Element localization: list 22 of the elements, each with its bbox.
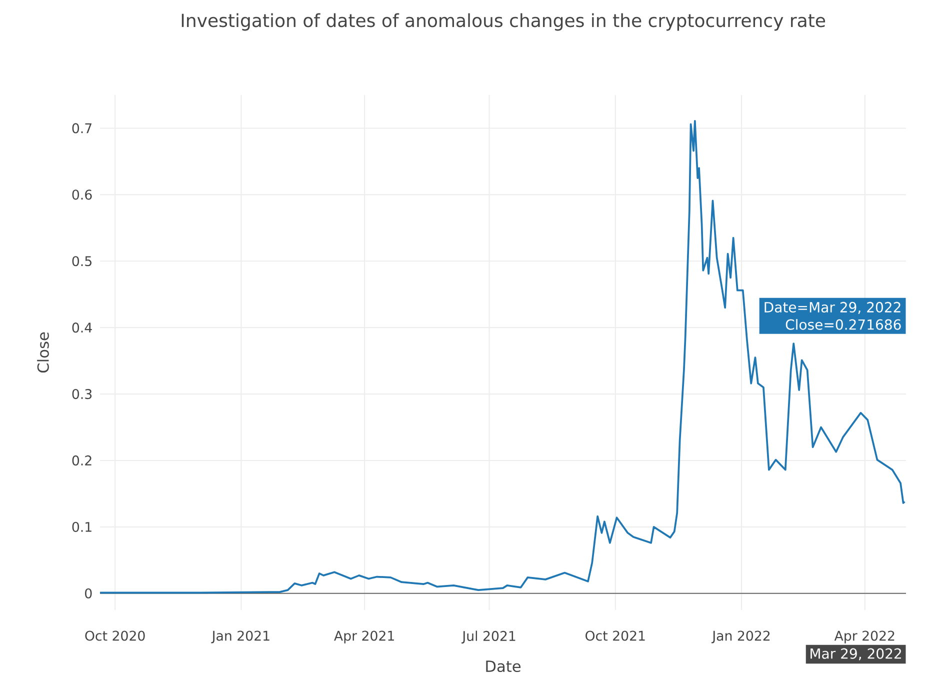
y-tick-label: 0.3 — [72, 388, 92, 400]
x-tick-label: Oct 2021 — [586, 630, 645, 641]
y-tick-label: 0.4 — [72, 322, 92, 333]
annotation: Date=Mar 29, 2022 — [764, 302, 900, 314]
y-tick-label: 0.6 — [72, 190, 92, 200]
x-tick-label: Apr 2022 — [834, 630, 894, 644]
y-tick-label: 0.1 — [72, 522, 92, 532]
line-series — [99, 120, 906, 594]
x-tick-label: Jan 2022 — [711, 630, 770, 644]
y-tick-label: 0.7 — [72, 123, 92, 134]
y-axis-title: Close — [37, 332, 49, 373]
x-tick-label: Apr 2021 — [334, 630, 394, 644]
y-tick-label: 0.5 — [72, 256, 92, 266]
y-tick-label: 0 — [85, 588, 92, 598]
y-tick-label: 0.2 — [72, 455, 92, 466]
x-tick-label: Oct 2020 — [85, 630, 145, 641]
x-tick-label: Jul 2021 — [461, 630, 516, 644]
text: Mar 29, 2022 — [810, 648, 901, 660]
x-tick-label: Jan 2021 — [211, 630, 270, 644]
x-axis-title: Date — [486, 660, 521, 672]
chart-title: Investigation of dates of anomalous changes in the cryptocurrency rate — [182, 13, 826, 31]
annotation: Close=0.271686 — [786, 319, 901, 330]
